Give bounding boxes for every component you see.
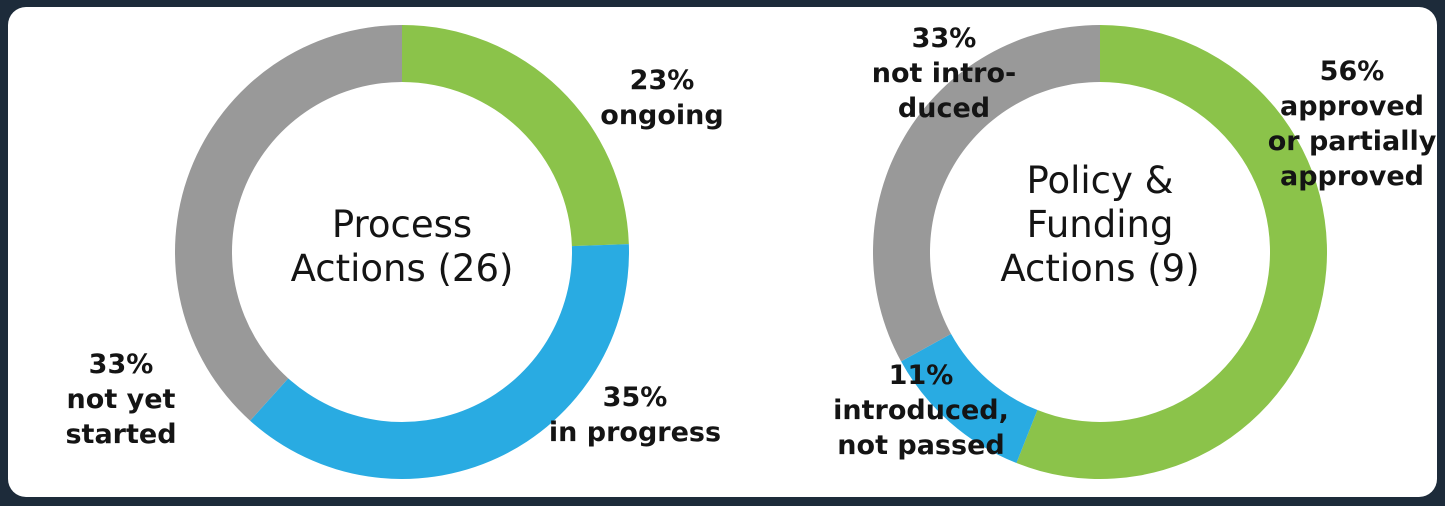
donut-segment-in-progress bbox=[250, 244, 629, 479]
donut-segment-introduced-not-passed bbox=[901, 333, 1038, 464]
data-label-not-introduced: 33% not intro-duced bbox=[872, 23, 1017, 124]
chart-title: Process Actions (26) bbox=[291, 203, 514, 290]
data-label-introduced-not-passed: 11% introduced, not passed bbox=[833, 360, 1009, 461]
donut-segment-not-introduced bbox=[873, 25, 1100, 362]
donut-segment-not-yet-started bbox=[174, 25, 402, 421]
chart-title: Policy & Funding Actions (9) bbox=[1000, 159, 1199, 290]
chart-panel: Process Actions (26) 23% ongoing 35% in progr… bbox=[8, 7, 1437, 497]
data-label-in-progress: 35% in progress bbox=[549, 382, 721, 448]
donut-chart-2: Policy & Funding Actions (9) 56% approved or … bbox=[833, 23, 1437, 480]
data-label-ongoing: 23% ongoing bbox=[600, 65, 723, 131]
donut-segment-approved-or-partially-approved bbox=[1016, 25, 1328, 480]
donut-charts: Process Actions (26) 23% ongoing 35% in progr… bbox=[65, 23, 1437, 480]
donut-segment-ongoing bbox=[402, 25, 629, 247]
donut-chart-1: Process Actions (26) 23% ongoing 35% in progr… bbox=[65, 25, 724, 479]
data-label-approved-or-partially-approved: 56% approved or partially approved bbox=[1268, 56, 1437, 192]
data-label-not-yet-started: 33% not yet started bbox=[65, 349, 176, 450]
